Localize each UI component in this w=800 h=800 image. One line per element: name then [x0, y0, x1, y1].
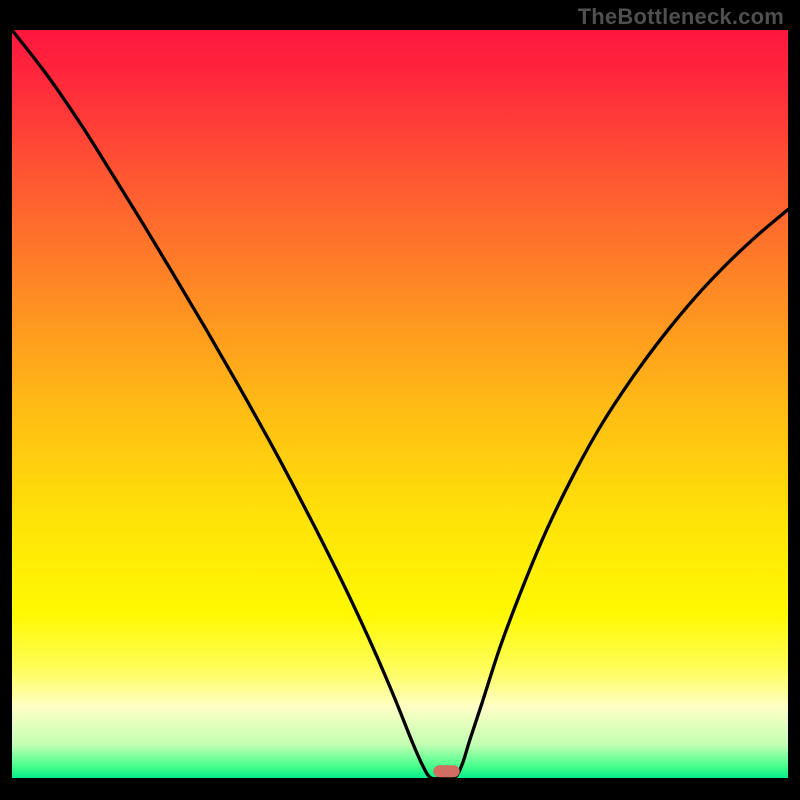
chart-container: TheBottleneck.com: [0, 0, 800, 800]
chart-plot-area: [12, 30, 788, 778]
watermark-text: TheBottleneck.com: [578, 4, 784, 30]
optimal-point-marker: [433, 765, 459, 777]
bottleneck-chart: [0, 0, 800, 800]
